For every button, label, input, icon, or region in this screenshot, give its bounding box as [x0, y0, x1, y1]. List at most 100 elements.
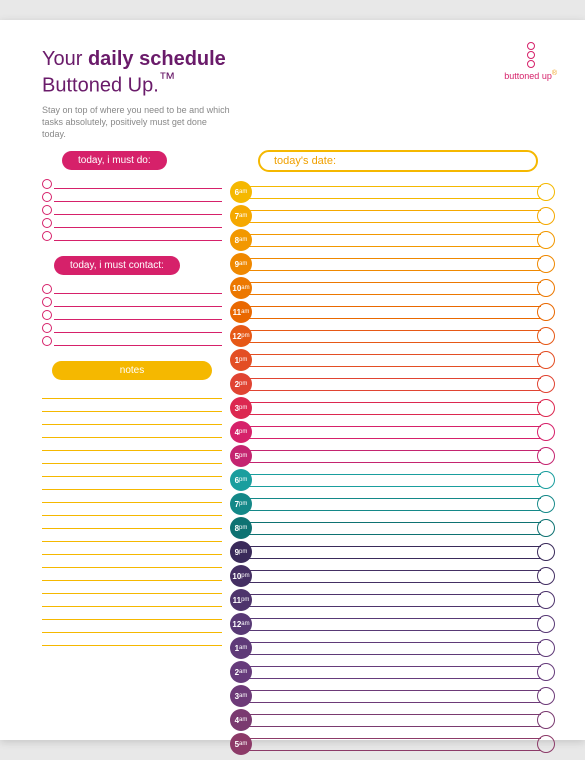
end-circle	[537, 471, 555, 489]
task-line[interactable]	[54, 228, 222, 241]
notes-line[interactable]	[42, 503, 222, 516]
hour-row[interactable]: 3am	[230, 684, 555, 708]
hour-lines[interactable]	[248, 708, 541, 732]
hour-bubble: 12pm	[230, 325, 252, 347]
brand-sup: ®	[552, 70, 557, 77]
hour-lines[interactable]	[248, 660, 541, 684]
hour-lines[interactable]	[248, 468, 541, 492]
notes-line[interactable]	[42, 386, 222, 399]
hour-lines[interactable]	[248, 444, 541, 468]
hour-row[interactable]: 11pm	[230, 588, 555, 612]
notes-line[interactable]	[42, 412, 222, 425]
hour-lines[interactable]	[248, 420, 541, 444]
title-block: Your daily schedule Buttoned Up.™ Stay o…	[42, 48, 232, 140]
hour-row[interactable]: 7pm	[230, 492, 555, 516]
hour-row[interactable]: 5am	[230, 732, 555, 756]
task-line[interactable]	[54, 307, 222, 320]
notes-line[interactable]	[42, 399, 222, 412]
date-pill[interactable]: today's date:	[258, 150, 538, 172]
hour-bubble: 8am	[230, 229, 252, 251]
hour-row[interactable]: 2pm	[230, 372, 555, 396]
brand-text: buttoned up®	[504, 70, 557, 81]
hour-lines[interactable]	[248, 372, 541, 396]
end-circle	[537, 735, 555, 753]
hour-row[interactable]: 10am	[230, 276, 555, 300]
hour-row[interactable]: 6am	[230, 180, 555, 204]
task-line[interactable]	[54, 333, 222, 346]
hour-lines[interactable]	[248, 732, 541, 756]
hour-row[interactable]: 8pm	[230, 516, 555, 540]
notes-line[interactable]	[42, 516, 222, 529]
hour-row[interactable]: 1am	[230, 636, 555, 660]
notes-line[interactable]	[42, 633, 222, 646]
hour-lines[interactable]	[248, 516, 541, 540]
notes-lines[interactable]	[42, 386, 222, 646]
hour-row[interactable]: 7am	[230, 204, 555, 228]
notes-line[interactable]	[42, 438, 222, 451]
hour-lines[interactable]	[248, 252, 541, 276]
task-line[interactable]	[54, 189, 222, 202]
hour-row[interactable]: 6pm	[230, 468, 555, 492]
hour-row[interactable]: 9am	[230, 252, 555, 276]
hour-row[interactable]: 4pm	[230, 420, 555, 444]
tm: ™	[159, 69, 176, 88]
notes-line[interactable]	[42, 490, 222, 503]
do-label: today, i must do:	[78, 155, 151, 166]
hour-bubble: 5am	[230, 733, 252, 755]
title-line2-text: Buttoned Up.	[42, 75, 159, 97]
hour-lines[interactable]	[248, 300, 541, 324]
hour-lines[interactable]	[248, 612, 541, 636]
hour-lines[interactable]	[248, 204, 541, 228]
notes-line[interactable]	[42, 425, 222, 438]
hour-row[interactable]: 12pm	[230, 324, 555, 348]
end-circle	[537, 543, 555, 561]
right-column: today's date: 6am7am8am9am10am11am12pm1p…	[230, 150, 555, 756]
notes-line[interactable]	[42, 529, 222, 542]
hour-row[interactable]: 12am	[230, 612, 555, 636]
hour-lines[interactable]	[248, 396, 541, 420]
notes-line[interactable]	[42, 555, 222, 568]
hour-row[interactable]: 8am	[230, 228, 555, 252]
hour-lines[interactable]	[248, 636, 541, 660]
hour-lines[interactable]	[248, 180, 541, 204]
task-line[interactable]	[54, 281, 222, 294]
hour-row[interactable]: 9pm	[230, 540, 555, 564]
notes-line[interactable]	[42, 542, 222, 555]
hour-row[interactable]: 3pm	[230, 396, 555, 420]
hour-lines[interactable]	[248, 348, 541, 372]
task-line[interactable]	[54, 215, 222, 228]
notes-line[interactable]	[42, 581, 222, 594]
notes-line[interactable]	[42, 464, 222, 477]
notes-line[interactable]	[42, 477, 222, 490]
do-lines[interactable]	[42, 176, 222, 241]
hour-bubble: 9am	[230, 253, 252, 275]
hour-lines[interactable]	[248, 684, 541, 708]
task-line[interactable]	[54, 176, 222, 189]
notes-line[interactable]	[42, 568, 222, 581]
hour-lines[interactable]	[248, 228, 541, 252]
hour-row[interactable]: 2am	[230, 660, 555, 684]
hour-lines[interactable]	[248, 492, 541, 516]
notes-line[interactable]	[42, 620, 222, 633]
hour-lines[interactable]	[248, 564, 541, 588]
task-line[interactable]	[54, 294, 222, 307]
notes-line[interactable]	[42, 607, 222, 620]
end-circle	[537, 591, 555, 609]
notes-line[interactable]	[42, 451, 222, 464]
notes-line[interactable]	[42, 594, 222, 607]
hour-bubble: 10pm	[230, 565, 252, 587]
hour-lines[interactable]	[248, 276, 541, 300]
hour-lines[interactable]	[248, 588, 541, 612]
task-line[interactable]	[54, 320, 222, 333]
hour-lines[interactable]	[248, 324, 541, 348]
hour-row[interactable]: 1pm	[230, 348, 555, 372]
hour-row[interactable]: 5pm	[230, 444, 555, 468]
task-line[interactable]	[54, 202, 222, 215]
hour-bubble: 12am	[230, 613, 252, 635]
hour-lines[interactable]	[248, 540, 541, 564]
hour-row[interactable]: 4am	[230, 708, 555, 732]
contact-lines[interactable]	[42, 281, 222, 346]
hour-bubble: 10am	[230, 277, 252, 299]
hour-row[interactable]: 10pm	[230, 564, 555, 588]
hour-row[interactable]: 11am	[230, 300, 555, 324]
